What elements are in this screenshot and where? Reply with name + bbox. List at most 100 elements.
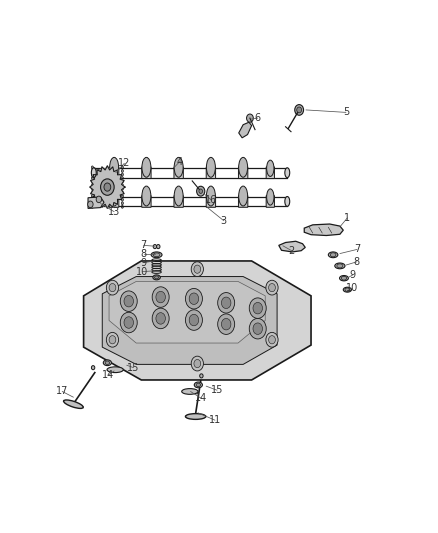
Circle shape: [218, 314, 235, 334]
Circle shape: [218, 293, 235, 313]
Text: 11: 11: [209, 415, 221, 425]
Circle shape: [88, 201, 93, 207]
Circle shape: [222, 297, 231, 309]
FancyBboxPatch shape: [266, 196, 275, 207]
Text: 7: 7: [354, 245, 360, 254]
Ellipse shape: [121, 191, 124, 194]
Ellipse shape: [199, 189, 202, 193]
Circle shape: [266, 333, 278, 347]
Text: 17: 17: [56, 386, 68, 397]
Ellipse shape: [121, 173, 124, 176]
FancyBboxPatch shape: [206, 167, 215, 179]
Ellipse shape: [343, 287, 351, 292]
Circle shape: [249, 298, 266, 318]
Polygon shape: [239, 122, 251, 138]
Ellipse shape: [92, 202, 93, 205]
FancyBboxPatch shape: [110, 196, 119, 207]
Ellipse shape: [92, 169, 93, 172]
Circle shape: [96, 196, 102, 203]
Ellipse shape: [92, 168, 96, 177]
Circle shape: [152, 308, 169, 329]
Circle shape: [104, 183, 111, 191]
Text: 4: 4: [177, 157, 183, 167]
Ellipse shape: [328, 252, 338, 257]
Ellipse shape: [285, 197, 290, 206]
Ellipse shape: [121, 184, 124, 187]
Text: 1: 1: [344, 213, 350, 223]
Ellipse shape: [121, 188, 124, 190]
Ellipse shape: [239, 186, 247, 206]
Circle shape: [247, 114, 253, 122]
Ellipse shape: [92, 184, 93, 187]
Ellipse shape: [142, 186, 151, 206]
Ellipse shape: [107, 367, 124, 373]
Text: 7: 7: [141, 240, 147, 251]
Ellipse shape: [239, 157, 247, 177]
Circle shape: [124, 317, 134, 328]
Circle shape: [222, 318, 231, 330]
Circle shape: [156, 292, 166, 303]
Text: 6: 6: [254, 113, 261, 123]
Polygon shape: [88, 197, 104, 208]
Circle shape: [191, 262, 203, 277]
Ellipse shape: [267, 189, 274, 205]
Circle shape: [253, 323, 262, 334]
Ellipse shape: [174, 157, 183, 177]
Circle shape: [268, 284, 276, 292]
Ellipse shape: [156, 245, 160, 248]
Text: 10: 10: [136, 266, 148, 277]
FancyBboxPatch shape: [238, 167, 248, 179]
Circle shape: [101, 179, 114, 195]
Ellipse shape: [341, 276, 346, 280]
Ellipse shape: [194, 382, 202, 388]
Ellipse shape: [142, 157, 151, 177]
Circle shape: [106, 333, 119, 347]
Polygon shape: [84, 261, 311, 380]
Circle shape: [253, 302, 262, 314]
Circle shape: [120, 312, 137, 333]
Ellipse shape: [121, 177, 124, 180]
Ellipse shape: [339, 276, 348, 281]
Text: 13: 13: [108, 207, 120, 217]
Circle shape: [124, 295, 134, 307]
Text: 2: 2: [289, 246, 295, 256]
Text: 15: 15: [211, 385, 223, 395]
Text: 10: 10: [346, 283, 358, 293]
Circle shape: [194, 359, 201, 368]
Circle shape: [109, 336, 116, 344]
Ellipse shape: [92, 166, 93, 169]
Ellipse shape: [206, 157, 215, 177]
Ellipse shape: [92, 366, 95, 370]
Circle shape: [191, 356, 203, 371]
FancyBboxPatch shape: [174, 167, 184, 179]
Ellipse shape: [92, 177, 93, 180]
Text: 15: 15: [127, 362, 140, 373]
Ellipse shape: [105, 361, 110, 365]
Ellipse shape: [206, 186, 215, 206]
Circle shape: [189, 293, 199, 304]
Text: 9: 9: [350, 270, 356, 280]
Circle shape: [268, 336, 276, 344]
Ellipse shape: [121, 195, 124, 197]
Ellipse shape: [92, 188, 93, 190]
FancyBboxPatch shape: [142, 167, 151, 179]
Ellipse shape: [174, 186, 183, 206]
Ellipse shape: [121, 169, 124, 172]
Circle shape: [295, 104, 304, 115]
FancyBboxPatch shape: [110, 167, 119, 179]
Text: 16: 16: [205, 195, 218, 205]
Polygon shape: [279, 241, 305, 252]
FancyBboxPatch shape: [206, 196, 215, 207]
Ellipse shape: [153, 275, 160, 280]
Text: 14: 14: [102, 370, 114, 380]
Polygon shape: [109, 281, 265, 343]
FancyBboxPatch shape: [266, 167, 275, 179]
Circle shape: [156, 313, 166, 324]
Ellipse shape: [345, 288, 350, 292]
Ellipse shape: [182, 389, 198, 394]
Circle shape: [297, 107, 302, 113]
Ellipse shape: [92, 180, 93, 183]
Ellipse shape: [155, 276, 159, 279]
Ellipse shape: [196, 383, 201, 386]
Circle shape: [152, 287, 169, 308]
